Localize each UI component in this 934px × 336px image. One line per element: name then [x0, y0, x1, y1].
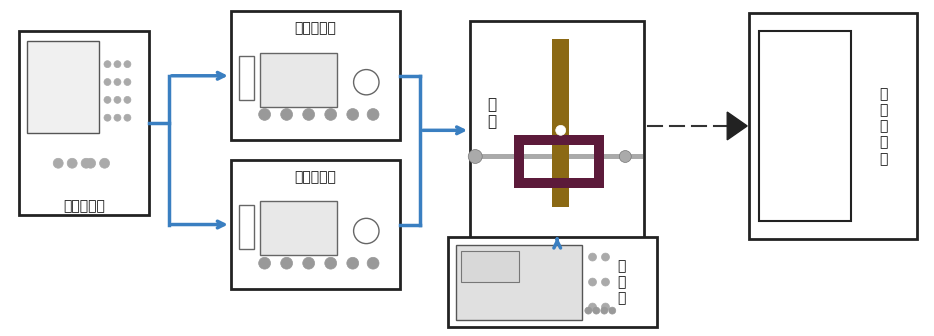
Circle shape: [281, 109, 292, 120]
Circle shape: [347, 109, 359, 120]
Circle shape: [601, 307, 608, 314]
Text: 示
波
器: 示 波 器: [617, 259, 626, 305]
Circle shape: [259, 257, 271, 269]
Bar: [260, 201, 337, 255]
Circle shape: [86, 158, 95, 168]
Bar: [514, 135, 524, 178]
Circle shape: [104, 61, 111, 68]
Circle shape: [114, 79, 120, 85]
Circle shape: [281, 257, 292, 269]
Circle shape: [104, 114, 111, 121]
Circle shape: [619, 151, 631, 162]
Circle shape: [556, 125, 566, 135]
Bar: [27, 41, 99, 133]
Bar: [20, 31, 149, 215]
Bar: [231, 11, 400, 140]
Text: 激
光
测
微
仪: 激 光 测 微 仪: [879, 87, 887, 166]
Circle shape: [347, 257, 359, 269]
Bar: [448, 238, 658, 327]
Circle shape: [468, 150, 482, 163]
Circle shape: [588, 303, 597, 311]
Circle shape: [588, 278, 597, 286]
Bar: [749, 13, 916, 240]
Circle shape: [114, 61, 120, 68]
Circle shape: [325, 109, 336, 120]
Circle shape: [104, 79, 111, 85]
Bar: [231, 160, 400, 289]
Circle shape: [303, 257, 315, 269]
Circle shape: [67, 158, 78, 168]
Bar: [514, 135, 604, 144]
Bar: [594, 135, 604, 178]
Circle shape: [114, 114, 120, 121]
Bar: [457, 245, 582, 320]
Bar: [239, 56, 254, 100]
Circle shape: [100, 158, 109, 168]
Bar: [239, 205, 254, 249]
Bar: [470, 21, 644, 240]
Circle shape: [104, 96, 111, 103]
Polygon shape: [728, 112, 747, 140]
Text: 功率放大器: 功率放大器: [294, 21, 336, 35]
Circle shape: [367, 257, 379, 269]
Circle shape: [325, 257, 336, 269]
Text: 样
机: 样 机: [488, 97, 497, 129]
Circle shape: [124, 96, 131, 103]
Bar: [552, 39, 570, 207]
Circle shape: [585, 307, 592, 314]
Circle shape: [81, 158, 92, 168]
Circle shape: [303, 109, 315, 120]
Circle shape: [124, 114, 131, 121]
Circle shape: [609, 307, 616, 314]
Circle shape: [601, 303, 610, 311]
Circle shape: [124, 61, 131, 68]
Bar: [475, 154, 643, 160]
Bar: [460, 251, 519, 282]
Circle shape: [601, 278, 610, 286]
Circle shape: [588, 253, 597, 261]
Circle shape: [259, 109, 271, 120]
Bar: [514, 178, 604, 188]
Text: 信号发生器: 信号发生器: [64, 200, 106, 214]
Circle shape: [367, 109, 379, 120]
Circle shape: [601, 253, 610, 261]
Text: 功率放大器: 功率放大器: [294, 170, 336, 184]
Circle shape: [593, 307, 600, 314]
Circle shape: [354, 70, 379, 95]
Circle shape: [53, 158, 64, 168]
Bar: [759, 31, 851, 221]
Circle shape: [354, 218, 379, 244]
Circle shape: [114, 96, 120, 103]
Circle shape: [124, 79, 131, 85]
Bar: [260, 52, 337, 107]
